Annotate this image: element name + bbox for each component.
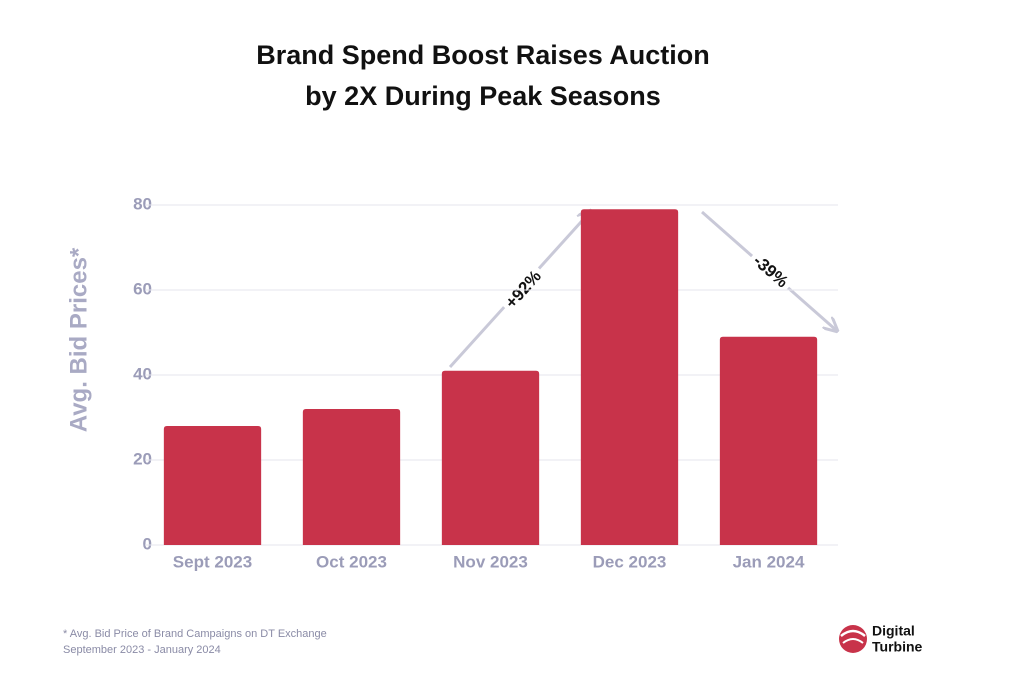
- footnote: September 2023 - January 2024: [63, 644, 221, 656]
- bar: [163, 426, 262, 545]
- x-tick-label: Jan 2024: [733, 552, 805, 571]
- logo-text: Turbine: [872, 639, 923, 655]
- bar: [580, 209, 679, 545]
- y-axis-label: Avg. Bid Prices*: [65, 247, 92, 432]
- y-tick-label: 0: [143, 534, 152, 553]
- bar: [719, 336, 818, 545]
- x-tick-label: Sept 2023: [173, 552, 252, 571]
- bar: [302, 409, 401, 545]
- x-tick-label: Oct 2023: [316, 552, 387, 571]
- y-tick-label: 40: [133, 364, 152, 383]
- annotation-bg: [744, 247, 796, 297]
- y-tick-label: 20: [133, 449, 152, 468]
- bar: [441, 370, 540, 545]
- y-tick-label: 80: [133, 194, 152, 213]
- chart-title: by 2X During Peak Seasons: [305, 81, 661, 111]
- chart-title: Brand Spend Boost Raises Auction: [256, 40, 710, 70]
- x-tick-label: Dec 2023: [593, 552, 667, 571]
- footnote: * Avg. Bid Price of Brand Campaigns on D…: [63, 628, 327, 640]
- x-tick-label: Nov 2023: [453, 552, 528, 571]
- logo-text: Digital: [872, 623, 915, 639]
- logo-icon: [839, 625, 867, 653]
- y-tick-label: 60: [133, 279, 152, 298]
